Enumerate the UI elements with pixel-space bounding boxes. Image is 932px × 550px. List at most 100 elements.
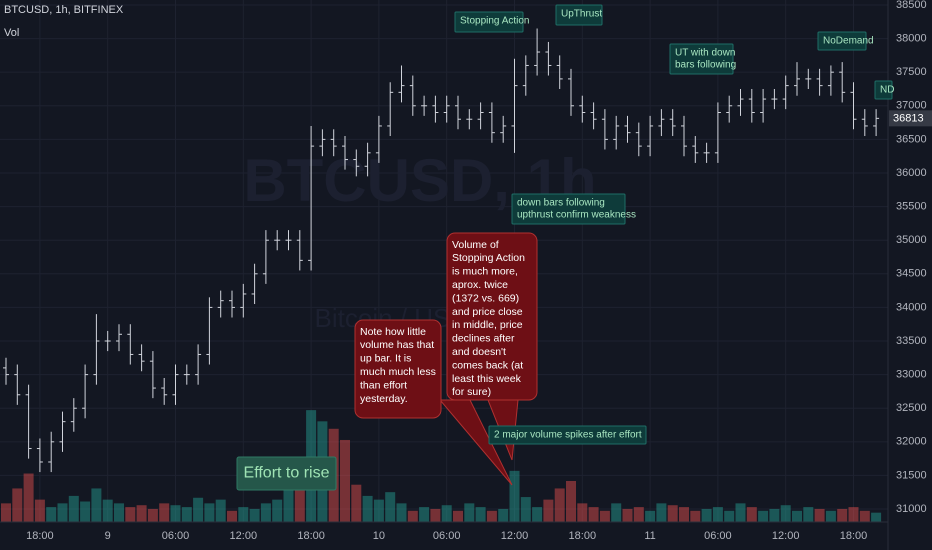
chart-title: BTCUSD, 1h, BITFINEX — [4, 4, 124, 16]
annotation-text: Volume of — [452, 239, 499, 251]
volume-bar — [23, 473, 34, 522]
axes: 31000 31500 32000 32500 33000 33500 34000 34500… — [26, 0, 932, 542]
annotation-text: than effort — [360, 379, 407, 391]
price-layer — [3, 28, 880, 473]
volume-bar — [227, 510, 237, 522]
volume-bar — [419, 507, 430, 522]
annotation-text: up bar. It is — [360, 353, 411, 365]
x-tick-label: 10 — [373, 530, 385, 542]
annotation-text: Stopping Action — [452, 252, 525, 264]
volume-bar — [498, 508, 509, 522]
volume-bar — [204, 503, 215, 522]
volume-bar — [486, 510, 497, 522]
annotation-box — [817, 31, 867, 51]
volume-bar — [543, 499, 554, 522]
volume-bar — [509, 470, 520, 522]
y-tick-label: 32500 — [896, 402, 927, 414]
annotation-text: volume has that — [360, 339, 434, 351]
volume-bar — [837, 508, 848, 522]
volume-bar — [193, 497, 204, 522]
volume-bar — [80, 501, 91, 522]
annotation-text: (1372 vs. 669) — [452, 292, 519, 304]
annotation-text: down bars following — [517, 198, 605, 209]
annotation-text: for sure) — [452, 386, 491, 398]
volume-bar — [396, 503, 407, 522]
y-tick-label: 35000 — [896, 234, 927, 246]
annotations: Stopping Action UpThrust UT with downbars … — [236, 4, 894, 491]
volume-bar — [283, 480, 294, 522]
volume-bar — [577, 503, 588, 522]
volume-bar — [814, 508, 825, 522]
volume-bar — [249, 508, 260, 522]
y-tick-label: 37000 — [896, 100, 927, 112]
volume-bar — [147, 508, 158, 522]
volume-bar — [136, 505, 147, 522]
x-tick-label: 06:00 — [162, 530, 190, 542]
annotation-box — [488, 425, 647, 445]
annotation-text: upthrust confirm weakness — [517, 210, 636, 221]
volume-bar — [407, 510, 418, 522]
x-tick-label: 12:00 — [772, 530, 800, 542]
annotation-text: aprox. twice — [452, 279, 508, 291]
y-tick-label: 37500 — [896, 66, 927, 78]
volume-bar — [34, 499, 45, 522]
x-tick-label: 06:00 — [433, 530, 461, 542]
volume-bar — [622, 508, 633, 522]
volume-bar — [848, 507, 859, 522]
x-tick-label: 18:00 — [840, 530, 868, 542]
volume-bar — [260, 503, 271, 522]
volume-bar — [701, 508, 712, 522]
volume-bar — [633, 507, 644, 522]
x-tick-label: 12:00 — [501, 530, 529, 542]
volume-bar — [656, 503, 667, 522]
volume-bar — [746, 507, 757, 522]
volume-bar — [679, 507, 689, 522]
y-tick-label: 38500 — [896, 0, 927, 11]
x-tick-label: 06:00 — [704, 530, 732, 542]
volume-bar — [792, 510, 802, 522]
y-tick-label: 31500 — [896, 469, 927, 481]
annotation-box — [354, 319, 442, 419]
volume-bar — [181, 507, 192, 522]
volume-bar — [125, 507, 136, 522]
grid — [0, 0, 888, 522]
volume-bar — [690, 510, 701, 522]
annotation-text: in middle, price — [452, 319, 523, 331]
volume-bar — [215, 499, 226, 522]
volume-bar — [170, 505, 181, 522]
volume-bar — [362, 495, 373, 522]
y-tick-label: 36000 — [896, 167, 927, 179]
annotation-text: and doesn't — [452, 346, 506, 358]
y-tick-label: 36500 — [896, 133, 927, 145]
annotation-box — [874, 80, 893, 100]
volume-bar — [667, 505, 678, 522]
volume-bar — [453, 510, 463, 522]
volume-bar — [57, 503, 68, 522]
annotation-text: Note how little — [360, 326, 426, 338]
volume-bar — [91, 488, 102, 522]
annotation-box — [511, 193, 626, 225]
volume-bar — [441, 505, 452, 522]
volume-bar — [102, 499, 113, 522]
y-tick-label: 35500 — [896, 201, 927, 213]
x-tick-label: 9 — [105, 530, 111, 542]
x-tick-label: 18:00 — [26, 530, 54, 542]
volume-bar — [566, 480, 576, 522]
y-tick-label: 33000 — [896, 369, 927, 381]
volume-bar — [114, 503, 124, 522]
volume-bar — [1, 503, 11, 522]
y-tick-label: 32000 — [896, 436, 927, 448]
annotation-text: UT with down — [675, 48, 735, 59]
volume-bar — [611, 503, 622, 522]
volume-bar — [645, 510, 656, 522]
annotation-text: UpThrust — [561, 9, 602, 20]
annotation-box — [454, 11, 524, 33]
volume-bar — [780, 505, 791, 522]
volume-bar — [769, 508, 780, 522]
y-tick-label: 31000 — [896, 503, 927, 515]
volume-bar — [735, 503, 746, 522]
volume-bar — [803, 507, 814, 522]
annotation-text: least this week — [452, 373, 522, 385]
y-tick-label: 33500 — [896, 335, 927, 347]
